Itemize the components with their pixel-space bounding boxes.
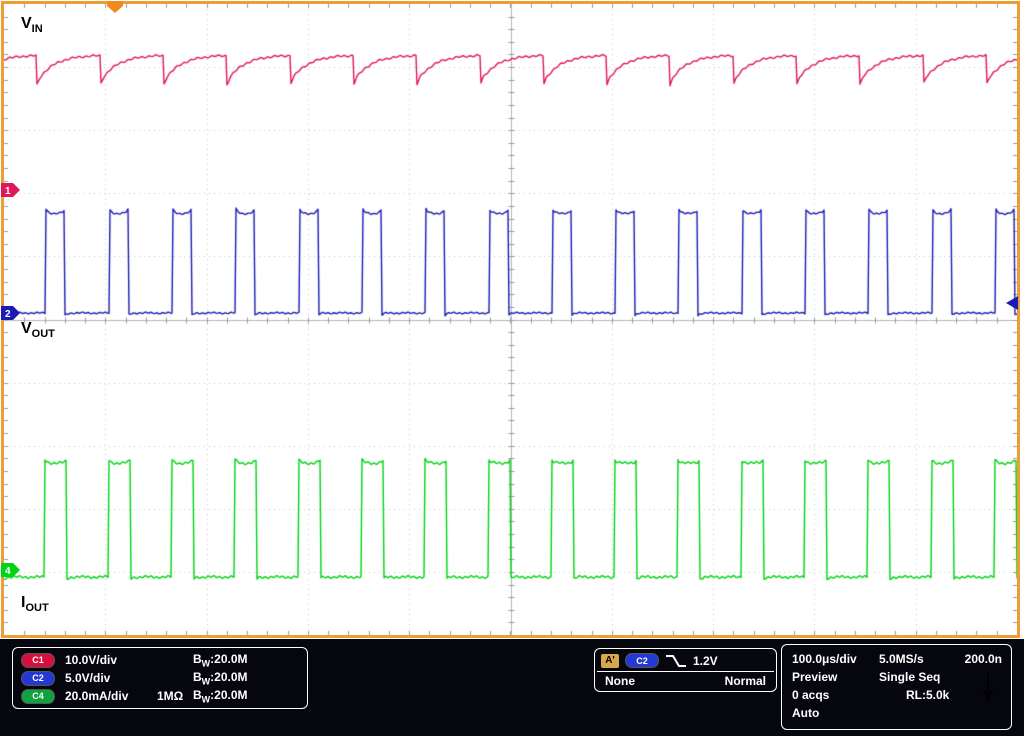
- ch4-bandwidth: BW:20.0M: [193, 687, 248, 705]
- svg-text:1: 1: [5, 186, 11, 197]
- ch4-scale: 20.0mA/div: [65, 689, 129, 703]
- trigger-holdoff: None: [605, 674, 635, 688]
- ch4-reference-marker[interactable]: 4: [1, 563, 21, 577]
- ch1-readout-row: C1 10.0V/div BW:20.0M: [21, 652, 299, 669]
- trigger-level-icon[interactable]: [1006, 296, 1018, 310]
- ch1-reference-marker[interactable]: 1: [1, 183, 21, 197]
- ch4-readout-row: C4 20.0mA/div 1MΩ BW:20.0M: [21, 688, 299, 705]
- svg-text:4: 4: [5, 566, 11, 577]
- trigger-box-divider: [597, 671, 774, 672]
- trigger-position-icon[interactable]: [107, 1, 123, 13]
- horizontal-readout-box[interactable]: 100.0μs/div 5.0MS/s 200.0n Preview Singl…: [781, 644, 1012, 730]
- ch2-scale: 5.0V/div: [65, 671, 111, 685]
- trigger-level: 1.2V: [693, 653, 718, 668]
- sequence-mode: Single Seq: [879, 670, 941, 684]
- ch4-badge[interactable]: C4: [21, 688, 55, 704]
- ch1-badge[interactable]: C1: [21, 652, 55, 668]
- ch2-label: VOUT: [21, 320, 55, 341]
- ch4-impedance: 1MΩ: [157, 689, 184, 703]
- record-length: RL:5.0k: [906, 688, 950, 702]
- waveform-canvas: [4, 4, 1017, 635]
- sample-resolution: 200.0n: [964, 652, 1002, 666]
- trigger-readout-box[interactable]: A' C2 1.2V None Normal: [594, 648, 777, 692]
- sample-rate: 5.0MS/s: [879, 652, 924, 666]
- ch2-reference-marker[interactable]: 2: [1, 306, 21, 320]
- timebase: 100.0μs/div: [792, 652, 857, 666]
- trigger-a-badge[interactable]: A': [601, 653, 619, 668]
- ch1-scale: 10.0V/div: [65, 653, 118, 667]
- trigger-source-badge[interactable]: C2: [625, 653, 659, 668]
- trigger-auto-mode: Auto: [792, 706, 820, 720]
- ch1-label: VIN: [21, 15, 43, 36]
- trigger-mode-row: None Normal: [595, 672, 776, 688]
- ch4-label: IOUT: [21, 594, 49, 615]
- down-arrow-icon: [983, 673, 993, 702]
- ch2-bandwidth: BW:20.0M: [193, 669, 248, 687]
- acquisition-state: Preview: [792, 670, 838, 684]
- scope-display: VIN VOUT IOUT 1 2 4: [1, 1, 1020, 638]
- ch2-readout-row: C2 5.0V/div BW:20.0M: [21, 670, 299, 687]
- vertical-readout-box[interactable]: C1 10.0V/div BW:20.0M C2 5.0V/div BW:20.…: [12, 647, 308, 709]
- ch2-badge[interactable]: C2: [21, 670, 55, 686]
- readout-bar: C1 10.0V/div BW:20.0M C2 5.0V/div BW:20.…: [0, 639, 1024, 736]
- trigger-mode: Normal: [724, 674, 766, 688]
- falling-edge-icon: [666, 654, 686, 667]
- acquisition-count: 0 acqs: [792, 688, 830, 702]
- trigger-settings-row: A' C2 1.2V: [595, 649, 776, 671]
- svg-text:2: 2: [5, 309, 11, 320]
- ch1-bandwidth: BW:20.0M: [193, 651, 248, 669]
